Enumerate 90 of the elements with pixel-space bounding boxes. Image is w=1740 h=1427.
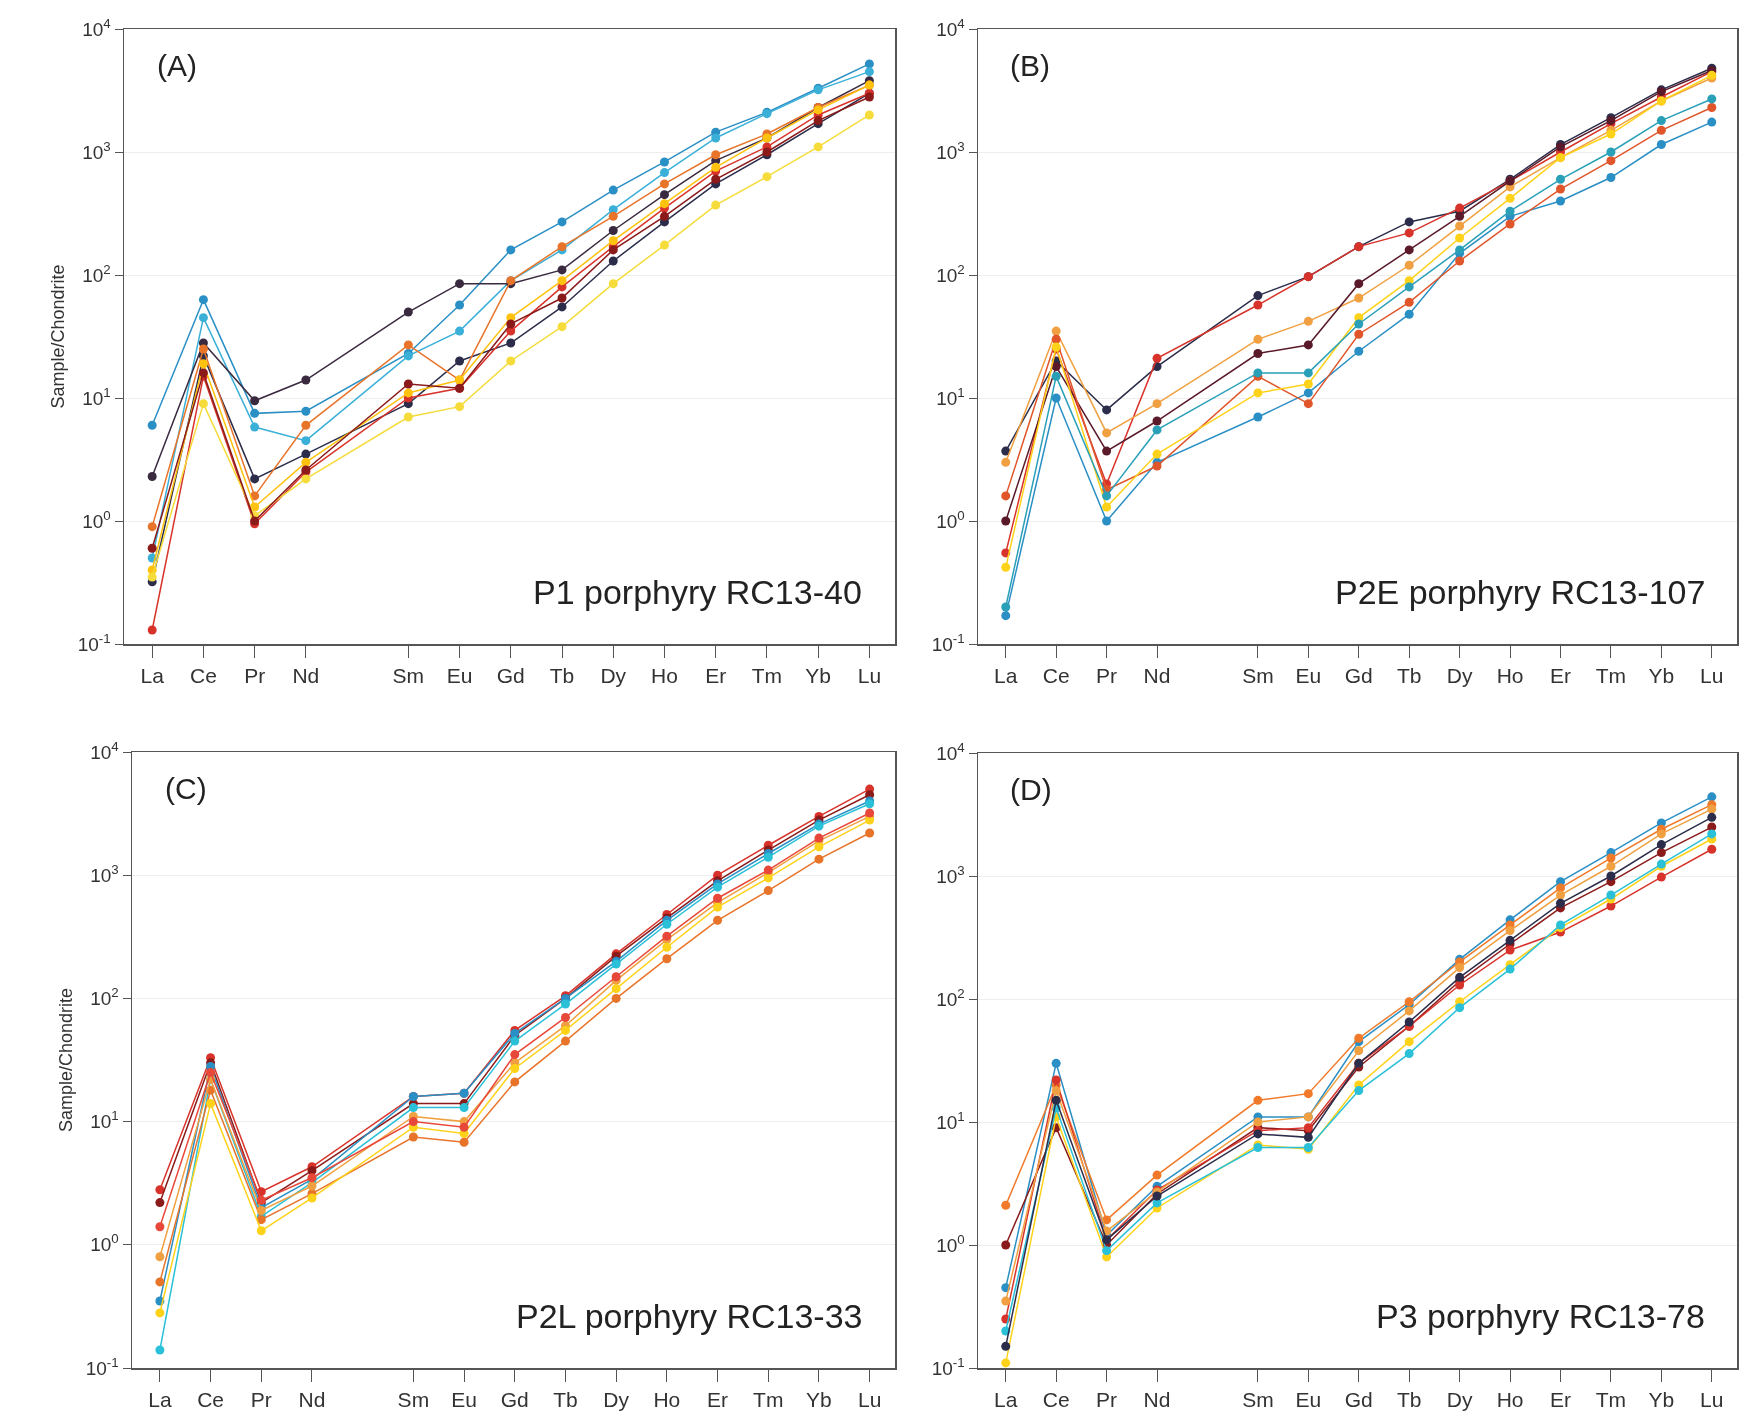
x-tick-label: Dy (1446, 663, 1473, 687)
x-tick-label: Yb (1648, 1387, 1675, 1411)
x-tick-label: Ho (653, 1387, 681, 1411)
x-tick-label: Ce (1042, 663, 1070, 687)
y-tick-label: 10$^{0}$ (90, 1231, 119, 1256)
x-tick-label: Ho (1496, 1387, 1524, 1411)
y-tick-label: 10$^{4}$ (90, 738, 119, 763)
x-tick-label: Er (1549, 1387, 1571, 1411)
x-tick-label: Pr (1096, 663, 1118, 687)
x-tick-label: Ho (1496, 663, 1524, 687)
x-tick-label: La (140, 663, 165, 687)
y-axis-title: Sample/Chondrite (56, 987, 77, 1133)
y-tick-label: 10$^{1}$ (90, 1108, 119, 1133)
x-tick-label: Ce (1042, 1387, 1070, 1411)
x-tick-label: Tm (751, 663, 783, 687)
x-tick-label: La (994, 663, 1018, 687)
y-tick-label: 10$^{3}$ (936, 138, 965, 163)
x-tick-label: Lu (857, 663, 882, 687)
annotation: (A) (157, 49, 197, 82)
x-tick-label: Tm (753, 1387, 784, 1411)
x-tick-label: Dy (1446, 1387, 1473, 1411)
y-tick-label: 10$^{0}$ (936, 507, 965, 532)
y-tick-label: 10$^{3}$ (90, 861, 119, 886)
y-tick-label: 10$^{4}$ (936, 739, 965, 764)
annotation: P2L porphyry RC13-33 (516, 1297, 863, 1335)
y-tick-label: 10$^{2}$ (82, 261, 111, 286)
x-tick-label: Eu (1295, 663, 1322, 687)
y-tick-label: 10$^{1}$ (82, 384, 111, 409)
x-tick-label: Yb (806, 1387, 832, 1411)
annotation: (D) (1010, 773, 1052, 806)
x-tick-label: Er (1549, 663, 1571, 687)
x-tick-label: Eu (446, 663, 473, 687)
x-tick-label: Tm (1595, 1387, 1627, 1411)
x-tick-label: Lu (857, 1387, 882, 1411)
x-tick-label: Gd (1344, 663, 1373, 687)
x-tick-label: Nd (1143, 1387, 1171, 1411)
x-tick-label: Pr (1096, 1387, 1118, 1411)
x-tick-label: Ce (189, 663, 217, 687)
x-tick-label: Sm (392, 663, 425, 687)
x-tick-label: Eu (1295, 1387, 1322, 1411)
x-tick-label: Tb (553, 1387, 578, 1411)
y-tick-label: 10$^{2}$ (936, 985, 965, 1010)
x-tick-label: Er (705, 663, 727, 687)
x-tick-label: Pr (250, 1387, 272, 1411)
x-tick-label: Lu (1700, 663, 1724, 687)
x-tick-label: Tb (1396, 1387, 1422, 1411)
y-tick-label: 10$^{-1}$ (931, 1354, 965, 1379)
x-tick-label: Pr (244, 663, 266, 687)
y-tick-label: 10$^{4}$ (936, 15, 965, 40)
y-tick-label: 10$^{1}$ (936, 384, 965, 409)
x-tick-label: Tb (549, 663, 575, 687)
annotation: (C) (165, 772, 207, 805)
y-tick-label: 10$^{0}$ (936, 1231, 965, 1256)
x-tick-label: Ce (197, 1387, 225, 1411)
x-tick-label: Sm (1242, 663, 1274, 687)
x-tick-label: Dy (603, 1387, 630, 1411)
x-tick-label: Lu (1700, 1387, 1724, 1411)
x-tick-label: La (994, 1387, 1018, 1411)
x-tick-label: La (148, 1387, 172, 1411)
annotation: P2E porphyry RC13-107 (1335, 573, 1706, 611)
x-tick-label: Dy (600, 663, 627, 687)
y-tick-label: 10$^{2}$ (936, 261, 965, 286)
x-tick-label: Gd (496, 663, 525, 687)
x-tick-label: Yb (805, 663, 831, 687)
y-tick-label: 10$^{4}$ (82, 15, 111, 40)
x-tick-label: Er (707, 1387, 729, 1411)
x-tick-label: Ho (651, 663, 678, 687)
x-tick-label: Nd (292, 663, 320, 687)
y-tick-label: 10$^{-1}$ (77, 630, 111, 655)
y-tick-label: 10$^{3}$ (936, 862, 965, 887)
y-tick-label: 10$^{3}$ (82, 138, 111, 163)
x-tick-label: Nd (1143, 663, 1171, 687)
x-tick-label: Sm (1242, 1387, 1274, 1411)
x-tick-label: Gd (500, 1387, 529, 1411)
y-tick-label: 10$^{-1}$ (85, 1354, 119, 1379)
y-tick-label: 10$^{1}$ (936, 1108, 965, 1133)
x-tick-label: Sm (397, 1387, 430, 1411)
annotation: P3 porphyry RC13-78 (1376, 1297, 1705, 1335)
annotation: (B) (1010, 49, 1050, 82)
x-tick-label: Yb (1648, 663, 1675, 687)
x-tick-label: Tm (1595, 663, 1627, 687)
x-tick-label: Nd (298, 1387, 326, 1411)
x-tick-label: Gd (1344, 1387, 1373, 1411)
y-axis-title: Sample/Chondrite (48, 264, 69, 409)
y-tick-label: 10$^{0}$ (82, 507, 111, 532)
y-tick-label: 10$^{2}$ (90, 985, 119, 1010)
x-tick-label: Tb (1396, 663, 1422, 687)
x-tick-label: Eu (451, 1387, 477, 1411)
annotation: P1 porphyry RC13-40 (533, 573, 862, 611)
y-tick-label: 10$^{-1}$ (931, 630, 965, 655)
